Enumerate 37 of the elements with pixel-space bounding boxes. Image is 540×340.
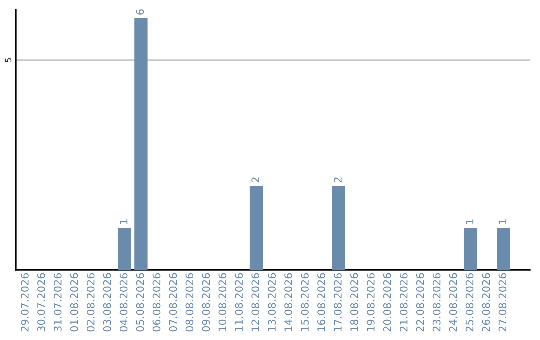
- x-tick-label: 11.08.2026: [235, 273, 244, 332]
- x-tick-label: 08.08.2026: [186, 273, 194, 332]
- x-tick-label: 23.08.2026: [432, 273, 441, 332]
- x-tick-label: 10.08.2026: [218, 273, 227, 332]
- x-tick-label: 27.08.2026: [498, 273, 507, 332]
- data-label: 1: [466, 220, 474, 224]
- x-tick-label: 19.08.2026: [366, 273, 375, 332]
- x-tick-label: 07.08.2026: [169, 273, 178, 332]
- data-label: 1: [498, 220, 507, 224]
- x-tick-label: 24.08.2026: [449, 273, 458, 332]
- x-tick-label: 18.08.2026: [350, 273, 358, 332]
- x-tick-label: 17.08.2026: [334, 273, 342, 332]
- x-tick-label: 26.08.2026: [482, 273, 490, 332]
- x-tick-label: 06.08.2026: [152, 273, 161, 332]
- x-tick-label: 30.07.2026: [38, 273, 46, 332]
- x-tick-label: 15.08.2026: [301, 273, 309, 332]
- x-tick-label: 14.08.2026: [284, 273, 292, 332]
- data-label: 1: [120, 220, 128, 224]
- x-tick-label: 31.07.2026: [54, 273, 62, 332]
- x-tick-label: 22.08.2026: [416, 273, 424, 332]
- x-tick-label: 12.08.2026: [252, 273, 260, 332]
- x-tick-label: 01.08.2026: [70, 273, 78, 332]
- x-tick-label: 21.08.2026: [400, 273, 408, 332]
- x-tick-label: 16.08.2026: [318, 273, 326, 332]
- x-tick-label: 20.08.2026: [383, 273, 392, 332]
- data-label: 6: [136, 10, 144, 15]
- x-tick-label: 02.08.2026: [86, 273, 95, 332]
- data-label: 2: [252, 178, 260, 183]
- y-tick-label: 5: [5, 58, 12, 62]
- x-tick-label: 09.08.2026: [202, 273, 210, 332]
- x-tick-label: 13.08.2026: [268, 273, 276, 332]
- x-tick-label: 29.07.2026: [21, 273, 29, 332]
- x-tick-label: 25.08.2026: [466, 273, 474, 332]
- x-tick-label: 04.08.2026: [120, 273, 128, 332]
- x-tick-label: 05.08.2026: [136, 273, 144, 332]
- x-tick-label: 03.08.2026: [103, 273, 112, 332]
- data-label: 2: [334, 178, 342, 183]
